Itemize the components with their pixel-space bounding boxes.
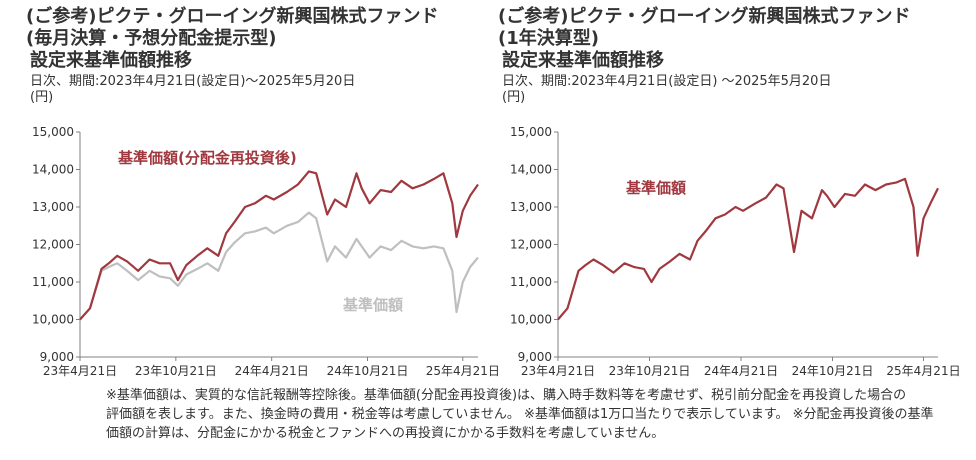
right-y-tick-label: 15,000 [510,125,552,139]
left-x-tick-label: 24年4月21日 [235,364,309,378]
right-period: 日次、期間:2023年4月21日(設定日) ～2025年5月20日 [502,74,832,89]
right-series-0-line [557,177,939,321]
right-y-tick-label: 10,000 [510,313,552,327]
left-x-tick-label: 24年10月21日 [327,364,409,378]
left-title-line1: (ご参考)ピクテ・グローイング新興国株式ファンド [26,6,439,27]
right-y-tick-label: 13,000 [510,200,552,214]
left-x-tick-label: 23年4月21日 [43,364,117,378]
footnote-line-1: ※基準価額は、実質的な信託報酬等控除後。基準価額(分配金再投資後)は、購入時手数… [106,388,907,403]
left-series-0-line [79,170,479,321]
left-y-tick-label: 12,000 [32,238,74,252]
left-y-tick-label: 15,000 [32,125,74,139]
footnote-line-3: 価額の計算は、分配金にかかる税金とファンドへの再投資にかかる手数料を考慮していま… [106,426,665,441]
right-title-line2: (1年決算型) [498,28,599,49]
right-x-tick-label: 24年10月21日 [792,364,874,378]
left-chart-panel: (ご参考)ピクテ・グローイング新興国株式ファンド (毎月決算・予想分配金提示型)… [0,0,500,380]
right-x-tick-label: 24年4月21日 [704,364,778,378]
right-x-tick-label: 23年10月21日 [609,364,691,378]
footnote: ※基準価額は、実質的な信託報酬等控除後。基準価額(分配金再投資後)は、購入時手数… [106,386,966,443]
left-y-tick-label: 14,000 [32,163,74,177]
left-series-label-0: 基準価額(分配金再投資後) [117,149,297,167]
left-line-chart: 9,000 10,000 11,000 12,000 13,000 14,000 15,00… [32,125,500,378]
left-series-label-1: 基準価額 [342,296,403,314]
left-x-tick-label: 25年4月21日 [426,364,500,378]
left-title-line2: (毎月決算・予想分配金提示型) [26,28,277,49]
right-y-tick-label: 12,000 [510,238,552,252]
left-y-tick-label: 13,000 [32,200,74,214]
right-y-tick-label: 14,000 [510,163,552,177]
right-y-tick-label: 11,000 [510,275,552,289]
right-chart-panel: (ご参考)ピクテ・グローイング新興国株式ファンド (1年決算型) 設定来基準価額… [488,0,961,380]
footnote-line-2: 評価額を表します。また、換金時の費用・税金等は考慮していません。 ※基準価額は1… [106,407,934,422]
left-y-tick-label: 11,000 [32,275,74,289]
right-y-tick-label: 9,000 [518,350,552,364]
right-series-label-0: 基準価額 [625,179,686,197]
left-series-1-line [79,211,479,321]
right-line-chart: 9,000 10,000 11,000 12,000 13,000 14,000 15,00… [510,125,961,378]
right-chart-title: 設定来基準価額推移 [502,50,664,71]
right-title-line1: (ご参考)ピクテ・グローイング新興国株式ファンド [498,6,911,27]
left-chart-title: 設定来基準価額推移 [30,50,192,71]
right-x-tick-label: 23年4月21日 [521,364,595,378]
left-y-tick-label: 9,000 [40,350,74,364]
left-x-tick-label: 23年10月21日 [135,364,217,378]
left-unit-label: (円) [30,90,54,105]
right-x-tick-label: 25年4月21日 [886,364,960,378]
left-y-tick-label: 10,000 [32,313,74,327]
right-unit-label: (円) [502,90,526,105]
left-period: 日次、期間:2023年4月21日(設定日)～2025年5月20日 [30,74,356,89]
